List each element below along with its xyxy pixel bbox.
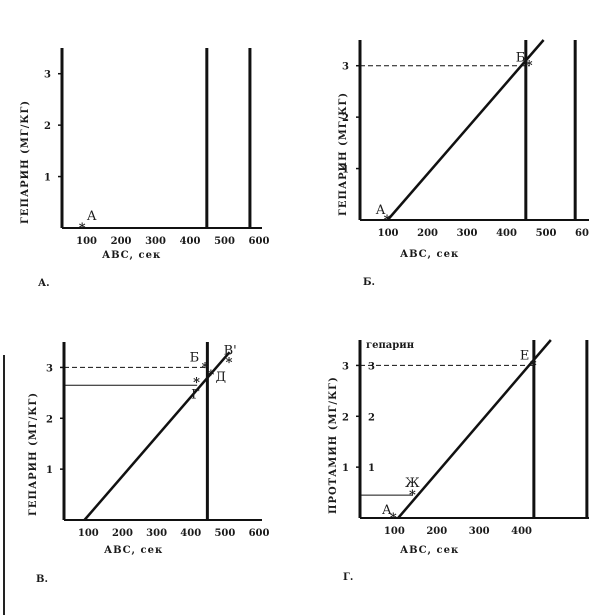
point-label: В' <box>224 343 237 358</box>
x-tick-label: 400 <box>511 526 532 537</box>
x-tick-label: 100 <box>78 528 99 539</box>
y-tick-label: 2 <box>44 121 51 132</box>
y-tick-label: 3 <box>342 62 349 73</box>
point-marker: * <box>79 221 86 236</box>
y-axis-title: ГЕПАРИН (МГ/КГ) <box>28 392 39 516</box>
point-marker: * <box>384 213 391 228</box>
point-marker: * <box>226 355 233 370</box>
x-axis-title: АВС, сек <box>104 545 163 556</box>
point-marker: * <box>207 368 214 383</box>
y-tick-label: 1 <box>342 165 349 176</box>
point-label: Е <box>520 348 530 363</box>
panel-label: А. <box>38 278 50 289</box>
page-border-line <box>3 355 5 615</box>
point-label: Б <box>190 350 200 365</box>
x-axis-title: АВС, сек <box>102 250 161 261</box>
point-marker: * <box>193 376 200 391</box>
x-tick-label: 300 <box>469 526 490 537</box>
y-tick-label: 2 <box>342 412 349 423</box>
x-tick-label: 400 <box>180 236 201 247</box>
secondary-y-tick-label: 2 <box>368 412 375 423</box>
series-line <box>397 339 552 519</box>
y-tick-label: 3 <box>44 70 51 81</box>
x-tick-label: 200 <box>426 526 447 537</box>
x-axis-title: АВС, сек <box>400 545 459 556</box>
x-tick-label: 300 <box>457 228 478 239</box>
x-tick-label: 500 <box>214 236 235 247</box>
point-label: А <box>376 203 386 218</box>
point-label: Г <box>191 388 200 403</box>
series-line <box>83 351 231 521</box>
y-tick-label: 2 <box>46 414 53 425</box>
series-line <box>386 39 545 221</box>
x-tick-label: 100 <box>378 228 399 239</box>
panel-label: Г. <box>343 572 353 583</box>
point-label: А <box>382 503 392 518</box>
x-tick-label: 400 <box>496 228 517 239</box>
panel-label: Б. <box>363 277 375 288</box>
point-marker: * <box>530 358 537 373</box>
point-label: Ж <box>405 476 420 491</box>
x-tick-label: 400 <box>180 528 201 539</box>
x-tick-label: 200 <box>417 228 438 239</box>
y-tick-label: 3 <box>342 361 349 372</box>
y-tick-label: 2 <box>342 113 349 124</box>
secondary-y-tick-label: 1 <box>368 463 375 474</box>
secondary-axis-title: гепарин <box>366 340 414 351</box>
x-tick-label: 200 <box>111 236 132 247</box>
y-axis-title: ГЕПАРИН (МГ/КГ) <box>338 92 349 216</box>
x-tick-label: 300 <box>145 236 166 247</box>
x-tick-label: 300 <box>146 528 167 539</box>
x-tick-label: 600 <box>249 236 270 247</box>
point-marker: * <box>526 59 533 74</box>
x-tick-label: 600 <box>575 228 589 239</box>
panel-label: В. <box>36 574 48 585</box>
x-tick-label: 100 <box>76 236 97 247</box>
y-axis-title: ГЕПАРИН (МГ/КГ) <box>20 100 31 224</box>
point-label: Д <box>215 370 226 385</box>
point-label: А <box>87 209 97 224</box>
point-marker: * <box>202 360 209 375</box>
x-tick-label: 600 <box>249 528 270 539</box>
x-axis-title: АВС, сек <box>400 249 459 260</box>
point-marker: * <box>409 488 416 503</box>
x-tick-label: 200 <box>112 528 133 539</box>
secondary-y-tick-label: 3 <box>368 361 375 372</box>
y-tick-label: 1 <box>46 465 53 476</box>
x-tick-label: 500 <box>536 228 557 239</box>
y-tick-label: 1 <box>44 173 51 184</box>
point-label: Б <box>516 51 526 66</box>
x-tick-label: 500 <box>214 528 235 539</box>
y-tick-label: 3 <box>46 363 53 374</box>
y-axis-title: ПРОТАМИН (МГ/КГ) <box>328 376 339 514</box>
point-marker: * <box>390 511 397 526</box>
y-tick-label: 1 <box>342 463 349 474</box>
x-tick-label: 100 <box>384 526 405 537</box>
